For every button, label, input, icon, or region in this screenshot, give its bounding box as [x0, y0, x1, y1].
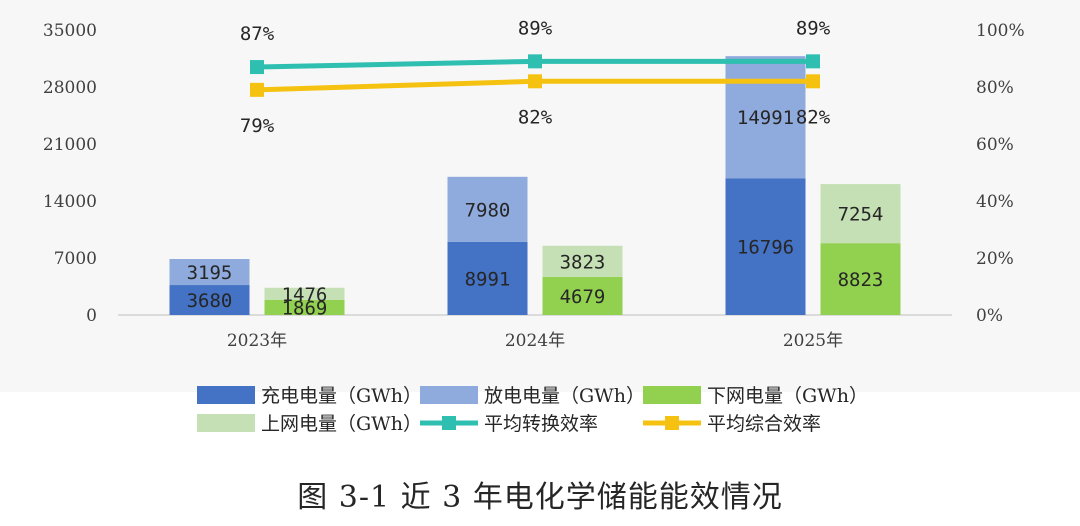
legend-label: 上网电量（GWh）	[261, 413, 422, 435]
legend-label: 平均综合效率	[707, 413, 821, 435]
bar-segment	[542, 276, 623, 315]
line-value-label: 89%	[518, 17, 553, 39]
legend-marker	[442, 416, 456, 430]
line-marker	[528, 74, 542, 89]
line-marker	[250, 82, 264, 97]
bar-value-label: 1476	[282, 284, 328, 306]
line-value-label: 79%	[240, 115, 275, 137]
left-tick-label: 7000	[54, 249, 97, 269]
line-marker	[250, 60, 264, 75]
bar-segment	[447, 176, 528, 242]
right-tick-label: 80%	[976, 78, 1014, 98]
legend-swatch	[643, 386, 701, 404]
legend-swatch	[197, 386, 255, 404]
bar-value-label: 1869	[282, 297, 328, 319]
bar-segment	[820, 184, 901, 244]
bar-value-label: 3680	[187, 290, 233, 312]
bar-segment	[264, 299, 345, 315]
line-value-label: 82%	[796, 106, 831, 128]
legend-label: 充电电量（GWh）	[261, 385, 422, 407]
bar-segment	[264, 287, 345, 300]
line-value-label: 87%	[240, 23, 275, 45]
line-value-label: 89%	[796, 17, 831, 39]
bar-value-label: 16796	[737, 237, 794, 259]
bar-segment	[725, 178, 806, 315]
line-marker	[528, 54, 542, 69]
chart-svg: 0 7000 14000 21000 28000 35000 0% 20% 40% 60% 80% 1…	[43, 17, 1025, 435]
bar-segment	[169, 285, 250, 315]
figure-caption: 图 3-1 近 3 年电化学储能能效情况	[297, 480, 783, 515]
bar-segment	[169, 259, 250, 286]
line-marker	[806, 74, 820, 89]
x-tick-label: 2023年	[227, 331, 287, 351]
left-tick-label: 35000	[43, 21, 97, 41]
bar-value-label: 8823	[838, 269, 884, 291]
bar-segment	[820, 243, 901, 315]
left-tick-label: 21000	[43, 135, 97, 155]
legend-label: 下网电量（GWh）	[707, 385, 868, 407]
bar-segment	[447, 241, 528, 315]
bar-value-label: 7980	[465, 199, 511, 221]
bar-segment	[542, 245, 623, 277]
legend-swatch	[197, 414, 255, 432]
bar-value-label: 7254	[838, 204, 884, 226]
legend-label: 平均转换效率	[484, 413, 598, 435]
bar-value-label: 4679	[560, 286, 606, 308]
x-tick-label: 2024年	[505, 331, 565, 351]
right-tick-label: 20%	[976, 249, 1014, 269]
line-marker	[806, 54, 820, 69]
left-tick-label: 14000	[43, 192, 97, 212]
bar-value-label: 3195	[187, 262, 233, 284]
right-tick-label: 60%	[976, 135, 1014, 155]
bar-segment	[725, 56, 806, 179]
legend-label: 放电电量（GWh）	[484, 385, 645, 407]
bar-value-label: 14991	[737, 107, 794, 129]
left-tick-label: 0	[86, 306, 97, 326]
bar-value-label: 8991	[465, 268, 511, 290]
x-tick-label: 2025年	[783, 331, 843, 351]
right-tick-label: 40%	[976, 192, 1014, 212]
legend-marker	[665, 416, 679, 430]
line-value-label: 82%	[518, 106, 553, 128]
legend-swatch	[420, 386, 478, 404]
right-tick-label: 0%	[976, 306, 1003, 326]
left-tick-label: 28000	[43, 78, 97, 98]
right-tick-label: 100%	[976, 21, 1025, 41]
bar-value-label: 3823	[560, 251, 606, 273]
